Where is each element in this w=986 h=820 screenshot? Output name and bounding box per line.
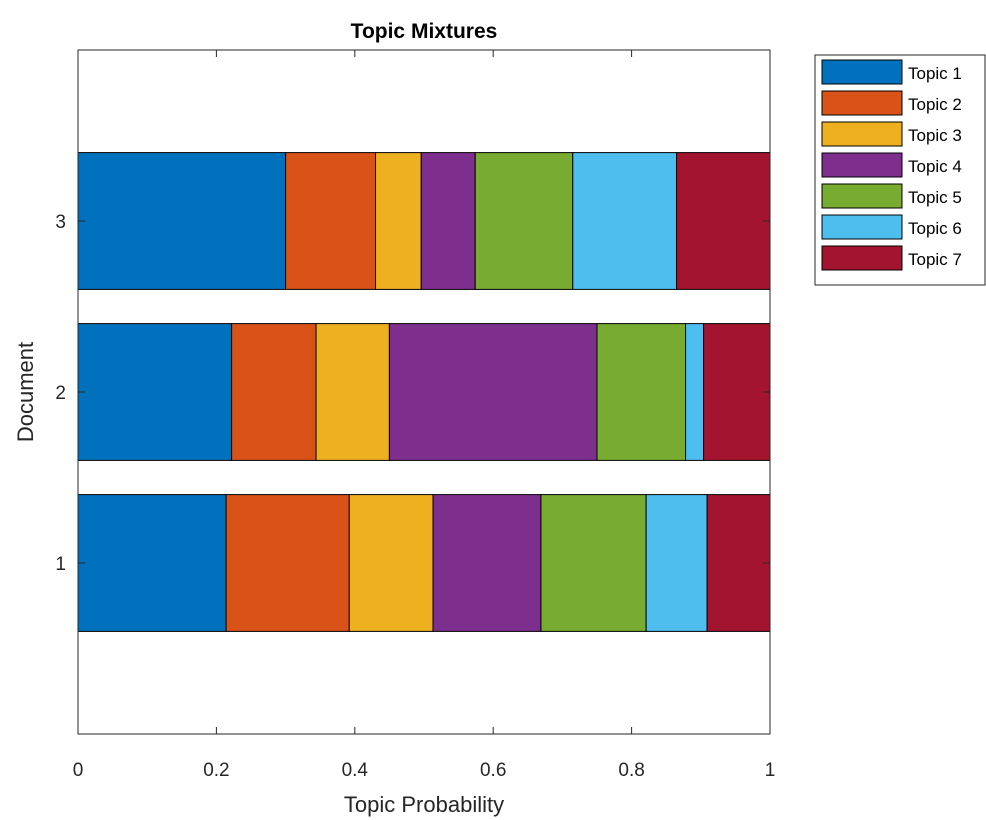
x-tick-label: 0 [73,760,84,781]
x-axis-title: Topic Probability [344,792,504,817]
x-tick-label: 0.2 [203,760,229,781]
legend-label-topic-5: Topic 5 [908,188,962,207]
bar-doc-1-topic-4 [432,494,542,632]
bar-doc-3-topic-7 [676,152,771,290]
legend-label-topic-1: Topic 1 [908,64,962,83]
legend-swatch-topic-4 [821,152,903,178]
legend: Topic 1 Topic 2 Topic 3 Topic 4 Topic 5 Topic… [814,54,986,286]
bar-doc-1-topic-3 [348,494,434,632]
y-tick-label: 2 [55,383,66,404]
legend-swatch-topic-6 [821,214,903,240]
x-tick-label: 0.6 [480,760,506,781]
bar-doc-3-topic-5 [474,152,574,290]
bar-doc-2-topic-4 [388,323,598,461]
legend-swatch-topic-3 [821,121,903,147]
x-tick-label: 1 [765,760,776,781]
chart-title: Topic Mixtures [351,20,498,43]
bar-doc-2-topic-2 [231,323,317,461]
bar-doc-1-topic-2 [225,494,350,632]
x-axis-ticks: 0 0.2 0.4 0.6 0.8 1 [73,50,776,781]
legend-swatch-topic-7 [821,245,903,271]
y-tick-label: 3 [55,212,66,233]
bar-doc-1-topic-7 [706,494,771,632]
bar-doc-3-topic-4 [420,152,476,290]
bars-layer [77,152,771,632]
legend-label-topic-3: Topic 3 [908,126,962,145]
legend-label-topic-2: Topic 2 [908,95,962,114]
bar-doc-3-topic-3 [375,152,422,290]
legend-swatch-topic-5 [821,183,903,209]
bar-doc-1-topic-6 [645,494,708,632]
legend-label-topic-4: Topic 4 [908,157,962,176]
bar-doc-3-topic-6 [572,152,678,290]
legend-swatch-topic-2 [821,90,903,116]
legend-label-topic-7: Topic 7 [908,250,962,269]
y-axis-ticks: 1 2 3 [55,212,770,575]
bar-doc-2-topic-7 [703,323,771,461]
legend-items: Topic 1 Topic 2 Topic 3 Topic 4 Topic 5 Topic… [821,59,962,271]
bar-doc-2-topic-3 [315,323,390,461]
x-tick-label: 0.4 [342,760,369,781]
bar-doc-1-topic-1 [77,494,227,632]
y-tick-label: 1 [55,554,66,575]
bar-doc-2-topic-5 [596,323,687,461]
x-tick-label: 0.8 [618,760,644,781]
legend-label-topic-6: Topic 6 [908,219,962,238]
bar-doc-3-topic-2 [285,152,377,290]
legend-swatch-topic-1 [821,59,903,85]
bar-doc-2-topic-6 [685,323,705,461]
bar-doc-1-topic-5 [540,494,647,632]
bar-doc-3-topic-1 [77,152,287,290]
y-axis-title: Document [13,342,38,442]
bar-doc-2-topic-1 [77,323,233,461]
